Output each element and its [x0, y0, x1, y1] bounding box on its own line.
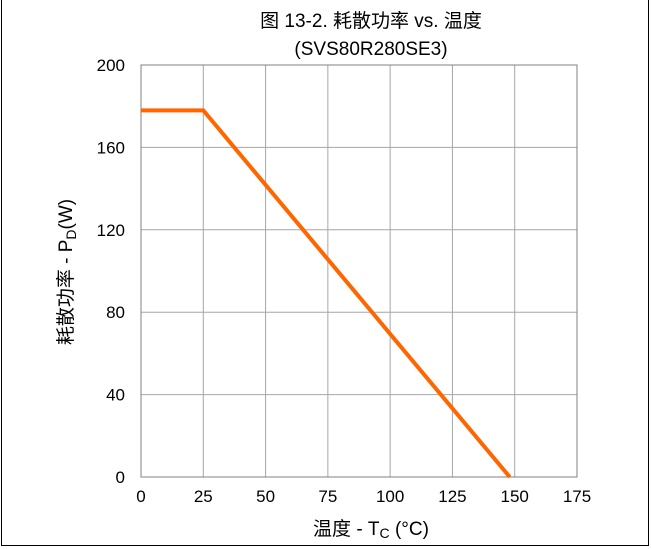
x-tick-label: 50 [256, 487, 275, 506]
y-tick-label: 80 [106, 303, 125, 322]
y-axis-label-prefix: 耗散功率 - P [55, 240, 77, 346]
x-axis-label-suffix: (°C) [390, 519, 429, 540]
y-tick-label: 200 [97, 56, 125, 75]
series-line [141, 108, 512, 479]
grid [140, 64, 578, 478]
y-tick-label: 40 [106, 386, 125, 405]
x-tick-label: 175 [563, 487, 591, 506]
x-tick-label: 100 [376, 487, 404, 506]
plot-area-border [140, 64, 578, 478]
y-axis-label: 耗散功率 - PD(W) [55, 199, 79, 345]
y-axis-label-subscript: D [63, 229, 79, 239]
chart-title: 图 13-2. 耗散功率 vs. 温度 [260, 10, 482, 32]
x-axis-label-subscript: C [380, 525, 390, 541]
x-tick-label: 150 [501, 487, 529, 506]
x-tick-label: 25 [194, 487, 213, 506]
x-tick-label: 125 [438, 487, 466, 506]
y-tick-label: 160 [97, 138, 125, 157]
y-tick-label: 120 [97, 221, 125, 240]
y-tick-labels: 0 40 80 120 160 200 [97, 56, 125, 487]
x-tick-label: 0 [136, 487, 145, 506]
x-tick-label: 75 [318, 487, 337, 506]
y-axis-label-suffix: (W) [56, 199, 77, 230]
x-axis-label-prefix: 温度 - T [313, 518, 380, 540]
x-axis-label: 温度 - TC (°C) [313, 518, 429, 541]
x-tick-labels: 0 25 50 75 100 125 150 175 [136, 487, 591, 506]
chart-subtitle: (SVS80R280SE3) [294, 39, 447, 60]
y-tick-label: 0 [116, 468, 125, 487]
